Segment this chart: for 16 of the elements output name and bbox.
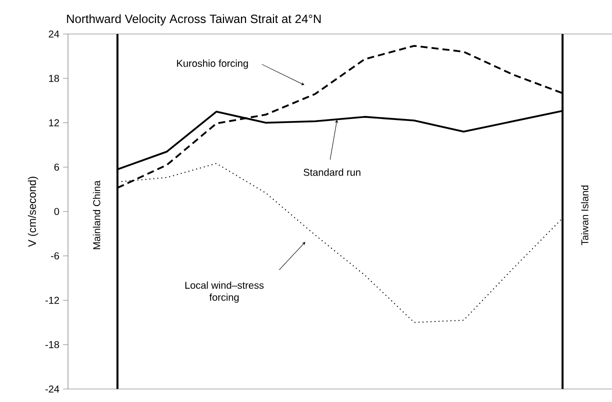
y-tick-label: -24 xyxy=(45,386,60,392)
y-tick-label: -12 xyxy=(45,296,59,304)
y-axis-title: V (cm/second) xyxy=(28,176,38,247)
annotation: Kuroshio forcing xyxy=(177,60,248,69)
chart-title: Northward Velocity Across Taiwan Strait at 24°N xyxy=(67,14,321,26)
annotation: Standard run xyxy=(304,168,360,176)
annotation: Taiwan Island xyxy=(581,186,588,246)
y-tick-label: -6 xyxy=(51,252,60,260)
y-tick-label: 12 xyxy=(49,119,59,126)
y-tick-label: 6 xyxy=(54,164,60,171)
y-tick-label: 18 xyxy=(49,74,60,82)
annotation: Local wind–stress forcing xyxy=(185,281,264,303)
annotation: Mainland China xyxy=(92,180,100,250)
y-tick-label: -18 xyxy=(45,341,60,348)
y-tick-label: 0 xyxy=(54,208,60,216)
y-tick-label: 24 xyxy=(48,30,60,38)
